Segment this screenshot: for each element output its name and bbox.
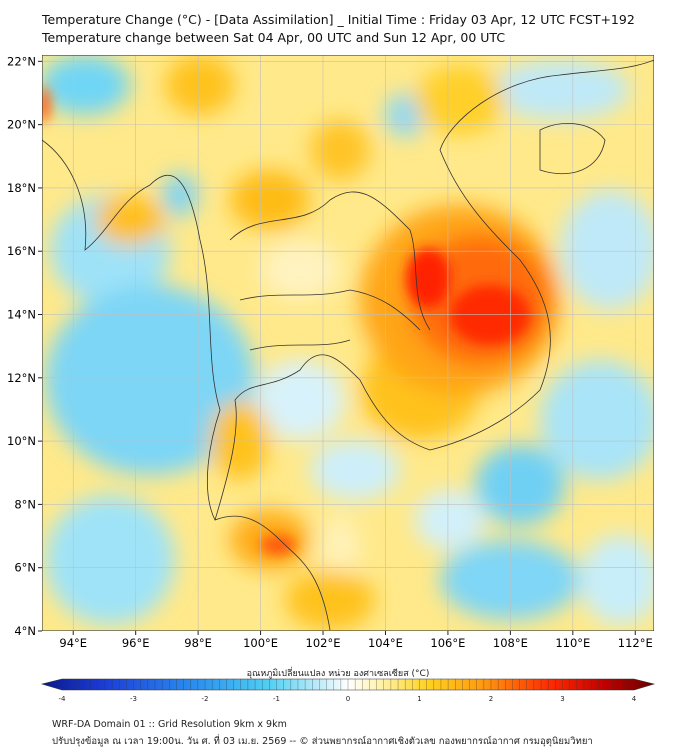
longitude-labels: 94°E 96°E 98°E 100°E 102°E 104°E 106°E 108°E 110… [59, 631, 653, 650]
lon-tick-label: 98°E [184, 636, 212, 650]
map-subtitle: Temperature change between Sat 04 Apr, 0… [42, 30, 506, 45]
lon-tick-label: 94°E [59, 636, 87, 650]
lat-tick-label: 18°N [7, 181, 36, 195]
colorbar-label: อุณหภูมิเปลี่ยนแปลง หน่วย องศาเซลเซียส (… [246, 669, 430, 679]
colorbar-tick-label: 0 [346, 695, 350, 703]
lon-tick-label: 104°E [368, 636, 403, 650]
colorbar-tick-label: -4 [59, 695, 67, 703]
lat-tick-label: 8°N [14, 497, 36, 511]
lat-tick-label: 14°N [7, 308, 36, 322]
lon-tick-label: 110°E [555, 636, 590, 650]
lon-tick-label: 106°E [430, 636, 465, 650]
colorbar-tick-label: -1 [273, 695, 280, 703]
lon-tick-label: 102°E [306, 636, 341, 650]
colorbar-tick-label: 2 [489, 695, 493, 703]
temperature-field [42, 55, 654, 631]
coastlines [42, 59, 654, 631]
lon-tick-label: 96°E [122, 636, 150, 650]
lon-tick-label: 108°E [493, 636, 528, 650]
lon-tick-label: 112°E [618, 636, 653, 650]
colorbar-tick-label: -3 [130, 695, 137, 703]
colorbar: -4 -3 -2 -1 0 1 2 3 4 [40, 678, 656, 703]
lat-tick-label: 4°N [14, 624, 36, 638]
lat-tick-label: 10°N [7, 434, 36, 448]
lat-tick-label: 20°N [7, 118, 36, 132]
colorbar-tick-label: 3 [560, 695, 564, 703]
map-title: Temperature Change (°C) - [Data Assimila… [42, 12, 635, 27]
lon-tick-label: 100°E [243, 636, 278, 650]
latitude-labels: 22°N 20°N 18°N 16°N 14°N 12°N 10°N 8°N 6°N 4°N [7, 54, 42, 638]
footer-credit: ปรับปรุงข้อมูล ณ เวลา 19:00น. วัน ศ. ที่… [52, 736, 593, 747]
colorbar-tick-label: 1 [417, 695, 421, 703]
lat-tick-label: 12°N [7, 371, 36, 385]
colorbar-tick-label: 4 [632, 695, 637, 703]
lat-tick-label: 22°N [7, 54, 36, 68]
lat-tick-label: 16°N [7, 244, 36, 258]
lat-tick-label: 6°N [14, 561, 36, 575]
footer-model-info: WRF-DA Domain 01 :: Grid Resolution 9km … [52, 719, 287, 730]
colorbar-tick-label: -2 [202, 695, 209, 703]
